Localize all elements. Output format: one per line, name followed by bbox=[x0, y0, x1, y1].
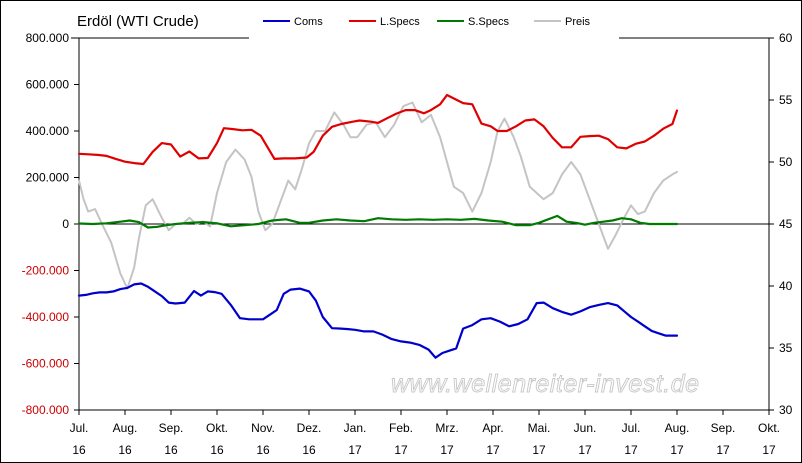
legend: Coms L.Specs S.Specs Preis bbox=[263, 16, 591, 28]
series-line-sspecs bbox=[77, 214, 679, 229]
x-tick-label-year: 17 bbox=[762, 443, 776, 457]
x-tick-label-year: 16 bbox=[164, 443, 178, 457]
right-tick-label: 40 bbox=[779, 279, 793, 293]
x-tick-label-year: 17 bbox=[394, 443, 408, 457]
x-tick-label-year: 17 bbox=[486, 443, 500, 457]
x-tick-label-year: 16 bbox=[256, 443, 270, 457]
watermark-text: www.wellenreiter-invest.de bbox=[391, 370, 700, 398]
x-tick-label-year: 16 bbox=[210, 443, 224, 457]
axes: 800.000 600.000 400.000 200.000 0 -200.000 -40… bbox=[22, 31, 793, 457]
left-tick-label: -200.000 bbox=[22, 264, 70, 278]
series-line-lspecs bbox=[77, 93, 679, 166]
x-tick-label-year: 17 bbox=[348, 443, 362, 457]
left-tick-label: 800.000 bbox=[26, 31, 70, 45]
x-tick-label-month: Sep. bbox=[711, 421, 736, 435]
left-tick-label: -400.000 bbox=[22, 310, 70, 324]
left-tick-label: 200.000 bbox=[26, 171, 70, 185]
x-tick-label-month: Apr. bbox=[482, 421, 503, 435]
x-tick-label-month: Mrz. bbox=[435, 421, 458, 435]
x-tick-label-month: Feb. bbox=[389, 421, 413, 435]
x-tick-label-month: Okt. bbox=[758, 421, 780, 435]
x-tick-label-year: 17 bbox=[440, 443, 454, 457]
x-tick-label-month: Jan. bbox=[344, 421, 367, 435]
right-tick-label: 55 bbox=[779, 93, 793, 107]
right-tick-label: 45 bbox=[779, 217, 793, 231]
x-tick-label-month: Mai. bbox=[528, 421, 551, 435]
series-line-coms bbox=[77, 282, 679, 359]
x-tick-label-month: Dez. bbox=[297, 421, 322, 435]
legend-label: Preis bbox=[565, 16, 591, 28]
right-tick-label: 50 bbox=[779, 155, 793, 169]
left-tick-label: -600.000 bbox=[22, 357, 70, 371]
legend-label: Coms bbox=[294, 16, 323, 28]
legend-label: L.Specs bbox=[380, 16, 420, 28]
x-tick-label-month: Okt. bbox=[206, 421, 228, 435]
x-tick-label-year: 17 bbox=[578, 443, 592, 457]
x-tick-label-month: Aug. bbox=[113, 421, 138, 435]
x-tick-label-month: Jul. bbox=[70, 421, 89, 435]
x-tick-label-year: 17 bbox=[670, 443, 684, 457]
x-tick-label-month: Aug. bbox=[665, 421, 690, 435]
left-tick-label: 0 bbox=[62, 217, 69, 231]
x-tick-label-year: 17 bbox=[532, 443, 546, 457]
x-tick-label-year: 16 bbox=[302, 443, 316, 457]
x-tick-label-month: Sep. bbox=[159, 421, 184, 435]
right-tick-label: 60 bbox=[779, 31, 793, 45]
plot-lines bbox=[77, 93, 679, 359]
right-tick-label: 35 bbox=[779, 341, 793, 355]
x-tick-label-year: 16 bbox=[72, 443, 86, 457]
x-tick-label-month: Jul. bbox=[622, 421, 641, 435]
x-tick-label-year: 17 bbox=[624, 443, 638, 457]
left-tick-label: -800.000 bbox=[22, 403, 70, 417]
x-tick-label-month: Jun. bbox=[574, 421, 597, 435]
right-tick-label: 30 bbox=[779, 403, 793, 417]
series-line-preis bbox=[78, 101, 678, 290]
left-tick-label: 600.000 bbox=[26, 78, 70, 92]
x-tick-label-month: Nov. bbox=[251, 421, 275, 435]
x-tick-label-year: 16 bbox=[118, 443, 132, 457]
legend-label: S.Specs bbox=[468, 16, 509, 28]
x-tick-label-year: 17 bbox=[716, 443, 730, 457]
left-tick-label: 400.000 bbox=[26, 124, 70, 138]
chart-title: Erdöl (WTI Crude) bbox=[77, 13, 199, 30]
